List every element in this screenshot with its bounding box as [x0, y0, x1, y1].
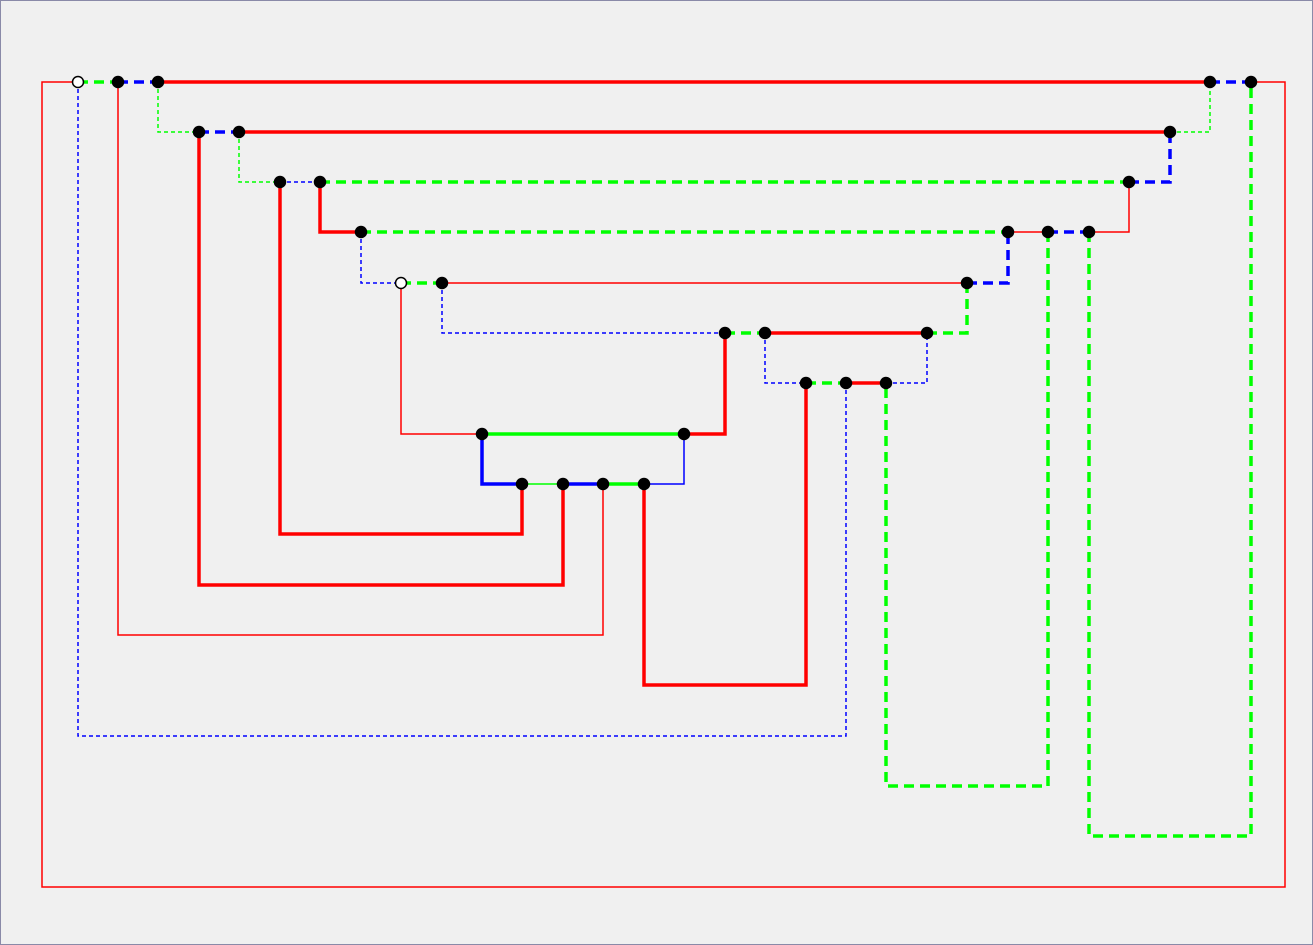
- node-b2: [232, 125, 246, 139]
- edge-c1-i1: [278, 182, 524, 536]
- edge-f1-h2: [684, 333, 727, 436]
- node-h2: [677, 427, 691, 441]
- node-c3: [1122, 175, 1136, 189]
- node-d2: [1001, 225, 1015, 239]
- node-f1: [718, 326, 732, 340]
- node-f2: [758, 326, 772, 340]
- edge-c2-d1: [318, 182, 361, 234]
- edge-a1-a5: [41, 81, 1286, 888]
- node-b3: [1163, 125, 1177, 139]
- node-c1: [273, 175, 287, 189]
- node-e2: [435, 276, 449, 290]
- node-i4: [637, 477, 651, 491]
- edge-d4-a5: [1087, 82, 1253, 838]
- nodes-layer: [71, 75, 1258, 491]
- edge-b1-i2: [197, 132, 565, 587]
- node-b1: [192, 125, 206, 139]
- node-a5: [1244, 75, 1258, 89]
- edge-i4-g1: [642, 383, 808, 687]
- edge-c3-b3: [1129, 132, 1172, 184]
- node-g2: [839, 376, 853, 390]
- edge-d4-c3: [1089, 182, 1130, 233]
- edge-h1-i1: [480, 434, 522, 486]
- node-e1: [394, 276, 408, 290]
- edge-a1-g2: [77, 82, 847, 737]
- node-g3: [879, 376, 893, 390]
- node-a2: [111, 75, 125, 89]
- node-h1: [475, 427, 489, 441]
- edge-e1-h1: [400, 283, 482, 435]
- node-g1: [799, 376, 813, 390]
- node-c2: [313, 175, 327, 189]
- edge-d1-e1: [360, 232, 401, 284]
- node-i2: [556, 477, 570, 491]
- edge-e2-f1: [441, 283, 725, 334]
- edge-e3-d2: [967, 232, 1010, 285]
- edge-b2-c1: [238, 132, 280, 183]
- edge-a2-i3: [117, 82, 604, 636]
- node-f3: [920, 326, 934, 340]
- edge-d3-g3: [884, 232, 1050, 788]
- edge-h2-i4: [644, 434, 685, 485]
- node-d3: [1041, 225, 1055, 239]
- node-a4: [1203, 75, 1217, 89]
- edge-f3-e3: [927, 283, 969, 335]
- node-a3: [151, 75, 165, 89]
- node-a1: [71, 75, 85, 89]
- edges-layer: [41, 80, 1286, 888]
- node-d1: [354, 225, 368, 239]
- edge-b3-a4: [1170, 82, 1211, 133]
- edge-g3-f3: [886, 333, 928, 384]
- node-d4: [1082, 225, 1096, 239]
- node-i3: [596, 477, 610, 491]
- edge-f2-g1: [764, 333, 806, 384]
- node-e3: [960, 276, 974, 290]
- edge-a3-b1: [157, 82, 199, 133]
- node-i1: [515, 477, 529, 491]
